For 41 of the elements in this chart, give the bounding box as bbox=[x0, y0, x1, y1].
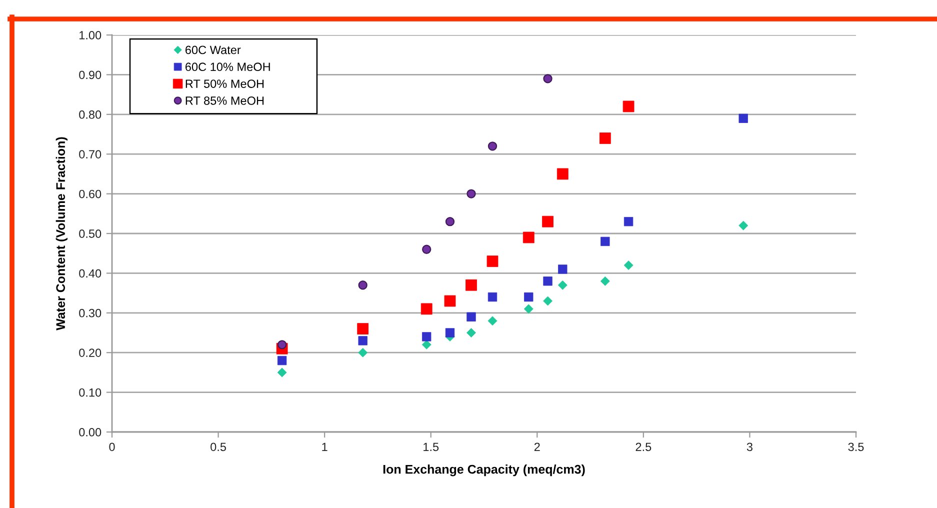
legend-label: RT 50% MeOH bbox=[186, 80, 264, 88]
legend-label: 60C 10% MeOH bbox=[186, 62, 270, 72]
y-tick-label: 0.30 bbox=[79, 308, 102, 318]
point bbox=[445, 217, 455, 226]
point bbox=[277, 340, 287, 350]
point bbox=[466, 328, 476, 338]
point bbox=[277, 368, 287, 378]
point bbox=[599, 132, 611, 144]
x-tick-label: 1.5 bbox=[424, 442, 439, 452]
y-tick-label: 0.40 bbox=[79, 269, 102, 278]
x-axis-title: Ion Exchange Capacity (meq/cm3) bbox=[383, 464, 585, 476]
point bbox=[444, 295, 456, 307]
y-tick-label: 0.00 bbox=[79, 428, 102, 436]
y-tick-label: 0.70 bbox=[79, 150, 102, 158]
point bbox=[422, 244, 432, 254]
point bbox=[556, 168, 568, 180]
y-tick-label: 0.20 bbox=[79, 348, 102, 357]
y-tick-label: 1.00 bbox=[80, 31, 102, 40]
y-tick-label: 0.10 bbox=[79, 388, 102, 397]
y-tick-label: 0.50 bbox=[79, 230, 102, 238]
point bbox=[445, 328, 455, 338]
x-tick-label: 2 bbox=[534, 442, 540, 451]
point bbox=[466, 189, 476, 198]
point bbox=[622, 100, 634, 112]
x-tick-label: 0 bbox=[109, 442, 115, 452]
legend-label: 60C Water bbox=[186, 46, 241, 54]
point bbox=[543, 74, 552, 84]
legend-label: RT 85% MeOH bbox=[186, 96, 264, 105]
x-tick-label: 1 bbox=[322, 442, 328, 451]
point bbox=[357, 323, 369, 334]
x-tick-label: 3 bbox=[746, 442, 752, 452]
x-tick-label: 0.5 bbox=[210, 442, 226, 452]
x-tick-label: 2.5 bbox=[636, 442, 652, 452]
y-tick-label: 0.60 bbox=[79, 190, 102, 198]
y-tick-label: 0.80 bbox=[79, 110, 102, 119]
point bbox=[488, 142, 498, 151]
y-tick-label: 0.90 bbox=[79, 70, 102, 80]
point bbox=[524, 292, 534, 302]
x-tick-label: 3.5 bbox=[848, 442, 864, 452]
point bbox=[358, 280, 368, 290]
y-axis-title: Water Content (Volume Fraction) bbox=[56, 137, 68, 330]
